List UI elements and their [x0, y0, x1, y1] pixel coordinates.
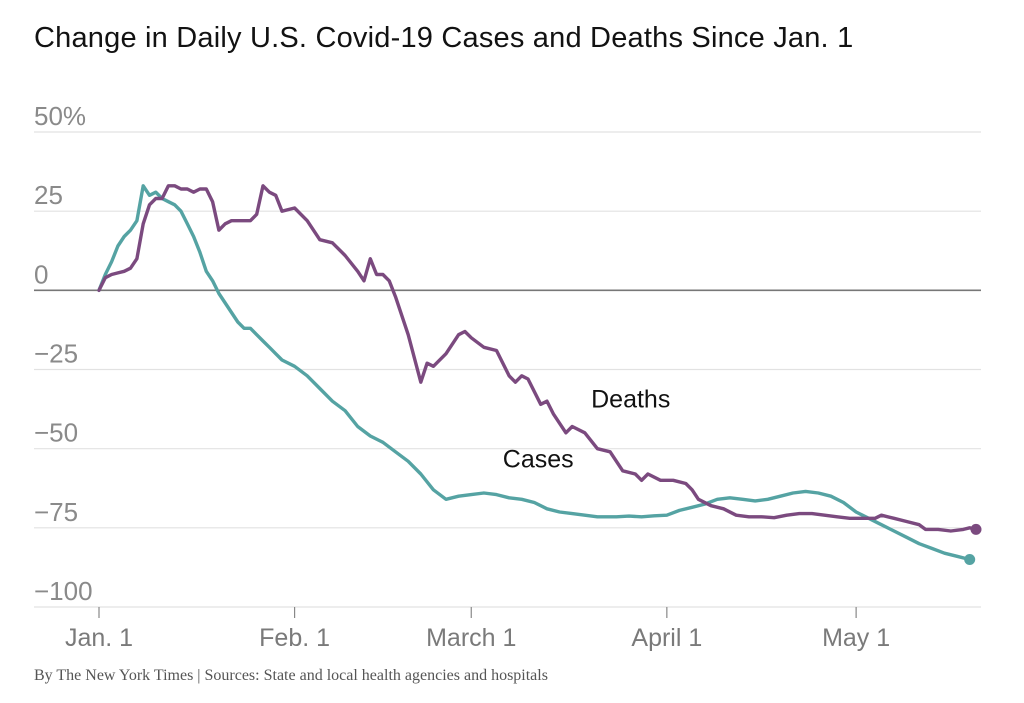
x-tick-label: April 1 [631, 624, 702, 652]
deaths-line [97, 184, 978, 533]
y-tick-label: −25 [34, 339, 78, 369]
y-tick-label: 50% [34, 101, 86, 131]
y-tick-label: −75 [34, 497, 78, 527]
x-tick-label: Jan. 1 [65, 624, 133, 652]
y-axis-ticks: 50% 25 0 −25 −50 −75 −100 [34, 101, 93, 606]
y-tick-label: 25 [34, 180, 63, 210]
chart-title: Change in Daily U.S. Covid-19 Cases and … [34, 22, 854, 54]
y-tick-label: 0 [34, 259, 48, 289]
deaths-series-label: Deaths [591, 386, 670, 414]
x-axis: Jan. 1 Feb. 1 March 1 April 1 May 1 [65, 607, 890, 652]
y-tick-label: −100 [34, 576, 93, 606]
deaths-end-point [970, 523, 982, 535]
gridlines [34, 131, 981, 608]
series-labels: Cases Deaths [503, 386, 671, 474]
y-tick-label: −50 [34, 418, 78, 448]
cases-line [97, 184, 972, 562]
x-tick-label: Feb. 1 [259, 624, 330, 652]
cases-end-point [964, 554, 976, 565]
x-tick-label: March 1 [426, 624, 516, 652]
source-note: By The New York Times | Sources: State a… [34, 667, 548, 684]
cases-series-label: Cases [503, 446, 574, 474]
x-tick-label: May 1 [822, 624, 890, 652]
series-lines [97, 184, 982, 565]
